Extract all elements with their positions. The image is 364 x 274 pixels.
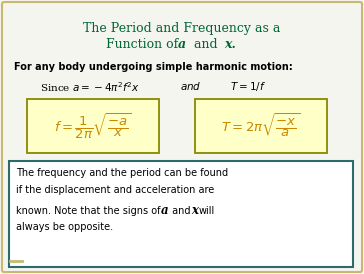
- Text: a: a: [161, 204, 169, 217]
- Text: if the displacement and acceleration are: if the displacement and acceleration are: [16, 185, 214, 195]
- FancyBboxPatch shape: [27, 99, 159, 153]
- Text: a: a: [178, 38, 186, 51]
- Text: and: and: [190, 38, 222, 51]
- Text: $and$: $and$: [180, 80, 202, 92]
- Text: known. Note that the signs of: known. Note that the signs of: [16, 206, 164, 216]
- Text: The Period and Frequency as a: The Period and Frequency as a: [83, 22, 281, 35]
- Text: x: x: [191, 204, 198, 217]
- Text: The frequency and the period can be found: The frequency and the period can be foun…: [16, 168, 228, 178]
- Text: $T = 1/f$: $T = 1/f$: [230, 80, 266, 93]
- Text: For any body undergoing simple harmonic motion:: For any body undergoing simple harmonic …: [14, 62, 293, 72]
- Text: always be opposite.: always be opposite.: [16, 222, 113, 232]
- FancyBboxPatch shape: [2, 2, 362, 272]
- Text: will: will: [199, 206, 215, 216]
- Text: $T = 2\pi\sqrt{\dfrac{-x}{a}}$: $T = 2\pi\sqrt{\dfrac{-x}{a}}$: [221, 112, 301, 140]
- Text: $f = \dfrac{1}{2\pi}\sqrt{\dfrac{-a}{x}}$: $f = \dfrac{1}{2\pi}\sqrt{\dfrac{-a}{x}}…: [54, 111, 132, 141]
- FancyBboxPatch shape: [195, 99, 327, 153]
- Text: Function of: Function of: [106, 38, 182, 51]
- Text: Since $a = -4\pi^2f^2x$: Since $a = -4\pi^2f^2x$: [40, 80, 140, 94]
- Text: and: and: [169, 206, 194, 216]
- Text: x.: x.: [224, 38, 236, 51]
- FancyBboxPatch shape: [9, 161, 353, 267]
